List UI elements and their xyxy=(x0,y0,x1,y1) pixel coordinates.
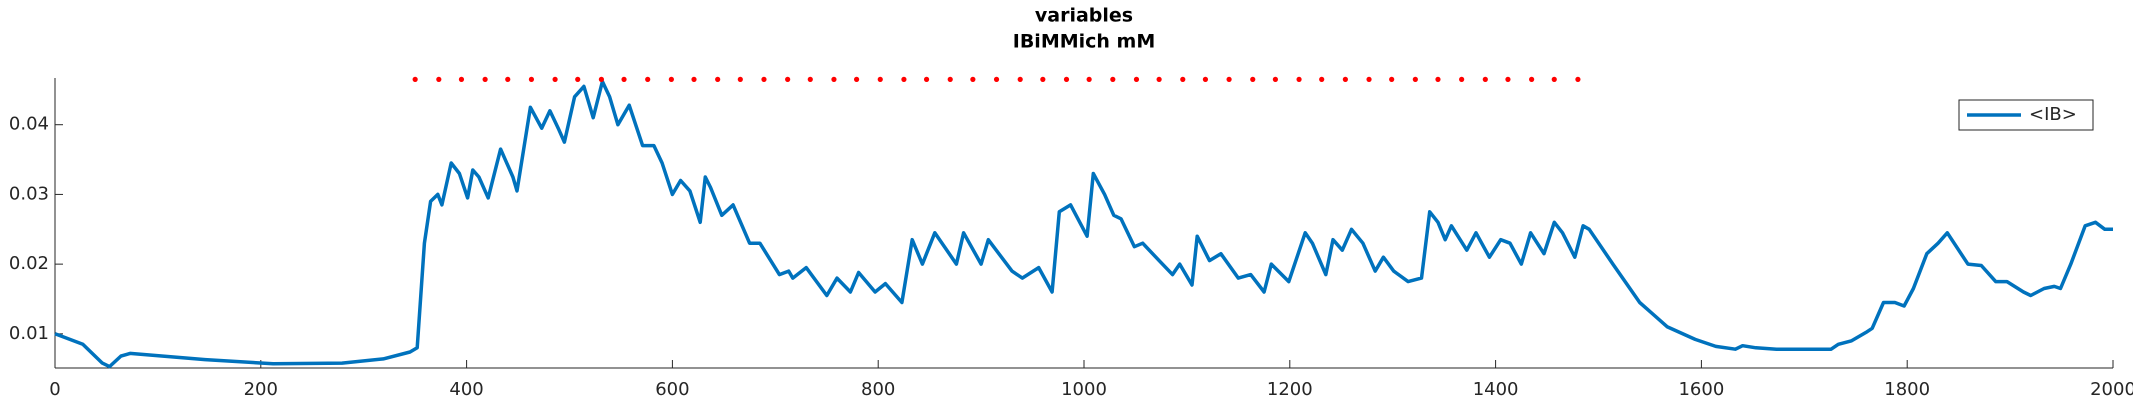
marker-dot xyxy=(807,76,813,82)
legend-label: <IB> xyxy=(2029,104,2077,125)
marker-dot xyxy=(645,76,651,82)
marker-dot xyxy=(412,76,418,82)
marker-dot xyxy=(877,76,883,82)
x-tick-label: 400 xyxy=(449,379,483,400)
marker-dot xyxy=(1435,76,1441,82)
marker-dot xyxy=(668,76,674,82)
marker-dot xyxy=(1366,76,1372,82)
marker-dot xyxy=(715,76,721,82)
marker-dot xyxy=(737,76,743,82)
marker-dot xyxy=(1110,76,1116,82)
marker-dot xyxy=(1575,76,1581,82)
marker-dot xyxy=(1086,76,1092,82)
marker-dot xyxy=(1226,76,1232,82)
marker-dot xyxy=(528,76,535,82)
marker-dot xyxy=(923,76,930,82)
marker-dot xyxy=(970,76,976,82)
marker-dot xyxy=(901,76,907,82)
marker-dot xyxy=(1529,76,1535,82)
marker-dot xyxy=(691,76,697,82)
marker-dot xyxy=(993,76,1000,82)
marker-dot xyxy=(552,76,558,82)
marker-dot xyxy=(482,76,488,82)
marker-dot xyxy=(831,76,837,82)
x-tick-label: 2000 xyxy=(2090,379,2133,400)
marker-dot xyxy=(1133,76,1140,82)
data-line xyxy=(54,79,2113,369)
y-tick-label: 0.04 xyxy=(9,114,49,135)
marker-dot xyxy=(761,76,767,82)
marker-dot xyxy=(1017,76,1023,82)
marker-dot xyxy=(1342,76,1348,82)
marker-dot xyxy=(436,76,442,82)
marker-dot xyxy=(1505,76,1511,82)
x-tick-label: 1200 xyxy=(1267,379,1313,400)
marker-dot xyxy=(575,76,581,82)
marker-dot xyxy=(505,76,511,82)
marker-dot xyxy=(1040,76,1046,82)
x-tick-label: 600 xyxy=(655,379,689,400)
marker-dot xyxy=(1389,76,1395,82)
y-tick-label: 0.01 xyxy=(9,323,49,344)
chart-title: variables xyxy=(1035,5,1133,27)
marker-dot xyxy=(621,76,627,82)
marker-dot xyxy=(1412,76,1418,82)
marker-dot xyxy=(1202,76,1209,82)
marker-dot xyxy=(1250,76,1256,82)
x-tick-label: 200 xyxy=(244,379,278,400)
x-tick-label: 1800 xyxy=(1884,379,1930,400)
marker-dot xyxy=(1272,76,1278,82)
marker-dot xyxy=(785,76,791,82)
marker-dot xyxy=(853,76,860,82)
marker-dot xyxy=(947,76,953,82)
x-tick-label: 0 xyxy=(49,379,60,400)
y-tick-label: 0.03 xyxy=(9,183,49,204)
x-tick-label: 1400 xyxy=(1473,379,1519,400)
x-tick-label: 800 xyxy=(861,379,895,400)
marker-dot xyxy=(1063,76,1070,82)
marker-dot xyxy=(1156,76,1162,82)
marker-dot xyxy=(598,76,604,82)
marker-dot xyxy=(1551,76,1557,82)
marker-dot xyxy=(1482,76,1488,82)
marker-dot xyxy=(458,76,465,82)
marker-dot xyxy=(1180,76,1186,82)
x-tick-label: 1600 xyxy=(1678,379,1724,400)
y-tick-label: 0.02 xyxy=(9,253,49,274)
chart-subtitle: IBiMMich mM xyxy=(1013,31,1156,53)
x-tick-label: 1000 xyxy=(1061,379,1107,400)
marker-dot xyxy=(1319,76,1325,82)
marker-dot xyxy=(1296,76,1302,82)
marker-dot xyxy=(1459,76,1465,82)
